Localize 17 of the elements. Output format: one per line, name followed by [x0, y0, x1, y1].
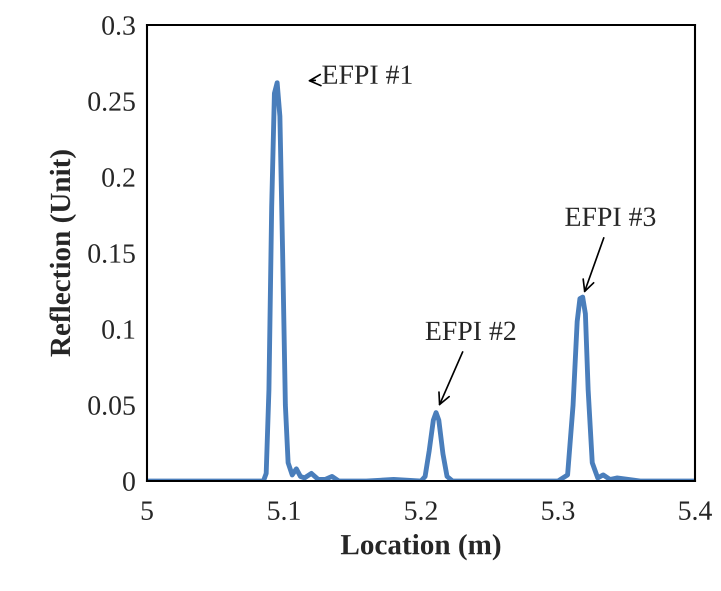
annotation: EFPI #3 [565, 207, 656, 226]
x-tick-label: 5.1 [268, 501, 300, 520]
x-tick-label: 5.4 [679, 501, 712, 520]
y-tick-label: 0 [123, 472, 135, 491]
y-tick-label: 0.1 [102, 320, 134, 340]
y-tick-label: 0.3 [102, 16, 135, 36]
annotation: EFPI #1 [322, 65, 412, 84]
y-tick-label: 0.25 [88, 92, 135, 112]
x-tick-label: 5 [142, 502, 153, 520]
y-tick-label: 0.05 [88, 396, 135, 416]
annotation: EFPI #2 [426, 322, 516, 340]
y-tick-label: 0.15 [88, 244, 135, 264]
x-tick-label: 5.3 [542, 501, 574, 520]
y-axis-title: Reflection (Unit) [49, 150, 76, 357]
x-axis-title: Location (m) [340, 534, 500, 560]
y-tick-label: 0.2 [102, 168, 134, 188]
x-tick-label: 5.2 [405, 501, 437, 520]
